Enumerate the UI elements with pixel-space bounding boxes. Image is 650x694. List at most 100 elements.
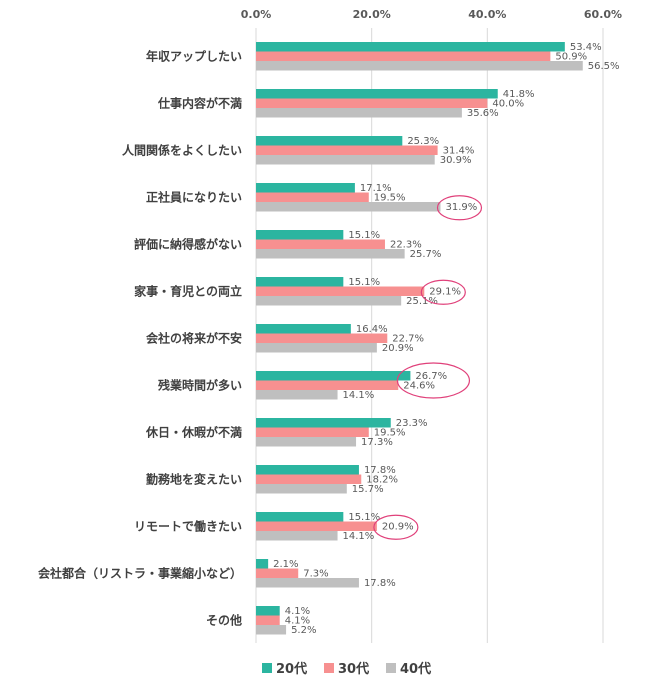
bar bbox=[256, 136, 403, 146]
bar bbox=[256, 625, 287, 635]
category-label: 勤務地を変えたい bbox=[146, 471, 242, 486]
legend-swatch bbox=[386, 663, 396, 673]
data-label: 16.4% bbox=[356, 324, 388, 335]
bar bbox=[256, 286, 425, 296]
bar bbox=[256, 437, 357, 447]
bar bbox=[256, 474, 362, 484]
data-label: 29.1% bbox=[429, 287, 461, 298]
bar bbox=[256, 230, 344, 240]
category-label: 年収アップしたい bbox=[146, 48, 242, 63]
bar bbox=[256, 615, 280, 625]
data-label: 26.7% bbox=[415, 371, 447, 382]
data-label: 19.5% bbox=[374, 428, 406, 439]
bar bbox=[256, 183, 355, 193]
x-tick-label: 40.0% bbox=[468, 8, 506, 21]
data-label: 31.9% bbox=[445, 202, 477, 213]
bar bbox=[256, 559, 269, 569]
data-label: 17.3% bbox=[361, 437, 393, 448]
x-tick-label: 20.0% bbox=[353, 8, 391, 21]
bar bbox=[256, 521, 377, 531]
highlight-ellipse bbox=[396, 362, 471, 399]
x-tick-label: 60.0% bbox=[584, 8, 622, 21]
category-label: 人間関係をよくしたい bbox=[122, 142, 242, 157]
bar bbox=[256, 343, 377, 353]
bar bbox=[256, 324, 351, 334]
data-label: 15.1% bbox=[348, 512, 380, 523]
data-label: 17.1% bbox=[360, 183, 392, 194]
bar bbox=[256, 145, 438, 155]
data-label: 14.1% bbox=[343, 531, 375, 542]
category-label: その他 bbox=[206, 612, 242, 627]
data-label: 2.1% bbox=[273, 559, 298, 570]
category-label: 会社都合（リストラ・事業縮小など） bbox=[38, 565, 242, 580]
category-label: 残業時間が多い bbox=[158, 377, 242, 392]
bar bbox=[256, 371, 411, 381]
data-label: 15.7% bbox=[352, 484, 384, 495]
data-label: 50.9% bbox=[555, 52, 587, 63]
category-label: 会社の将来が不安 bbox=[146, 330, 242, 345]
bar bbox=[256, 418, 391, 428]
highlight-ellipse bbox=[436, 195, 483, 221]
bar bbox=[256, 296, 402, 306]
bar bbox=[256, 568, 299, 578]
bar bbox=[256, 531, 338, 541]
bar bbox=[256, 380, 399, 390]
data-label: 25.7% bbox=[410, 249, 442, 260]
data-label: 17.8% bbox=[364, 578, 396, 589]
data-label: 40.0% bbox=[492, 99, 524, 110]
category-label: 休日・休暇が不満 bbox=[145, 424, 242, 439]
data-label: 15.1% bbox=[348, 277, 380, 288]
category-label: 家事・育児との両立 bbox=[134, 283, 242, 298]
data-label: 22.3% bbox=[390, 240, 422, 251]
data-label: 56.5% bbox=[588, 61, 620, 72]
bar bbox=[256, 484, 347, 494]
bar bbox=[256, 51, 551, 61]
bar bbox=[256, 42, 565, 52]
bar bbox=[256, 578, 359, 588]
bar bbox=[256, 277, 344, 287]
data-label: 22.7% bbox=[392, 334, 424, 345]
data-label: 19.5% bbox=[374, 193, 406, 204]
data-label: 41.8% bbox=[503, 89, 535, 100]
data-label: 35.6% bbox=[467, 108, 499, 119]
data-label: 31.4% bbox=[443, 146, 475, 157]
highlight-ellipse bbox=[420, 279, 466, 305]
bar bbox=[256, 427, 369, 437]
bar bbox=[256, 89, 498, 99]
legend-swatch bbox=[324, 663, 334, 673]
data-label: 25.1% bbox=[406, 296, 438, 307]
data-label: 17.8% bbox=[364, 465, 396, 476]
bar bbox=[256, 333, 388, 343]
data-label: 23.3% bbox=[396, 418, 428, 429]
bar bbox=[256, 606, 280, 616]
legend-swatch bbox=[262, 663, 272, 673]
data-label: 25.3% bbox=[407, 136, 439, 147]
legend-label: 30代 bbox=[338, 661, 369, 677]
data-label: 30.9% bbox=[440, 155, 472, 166]
bar bbox=[256, 192, 369, 202]
legend-label: 40代 bbox=[400, 661, 431, 677]
data-label: 15.1% bbox=[348, 230, 380, 241]
bar bbox=[256, 98, 488, 108]
bar bbox=[256, 155, 435, 165]
legend-label: 20代 bbox=[276, 661, 307, 677]
data-label: 20.9% bbox=[382, 522, 414, 533]
category-label: 評価に納得感がない bbox=[134, 236, 242, 251]
data-label: 5.2% bbox=[291, 625, 316, 636]
x-tick-label: 0.0% bbox=[241, 8, 272, 21]
bar bbox=[256, 202, 441, 212]
data-label: 4.1% bbox=[285, 616, 310, 627]
data-label: 53.4% bbox=[570, 42, 602, 53]
data-label: 20.9% bbox=[382, 343, 414, 354]
data-label: 7.3% bbox=[303, 569, 328, 580]
data-label: 14.1% bbox=[343, 390, 375, 401]
data-label: 18.2% bbox=[366, 475, 398, 486]
bar bbox=[256, 465, 359, 475]
category-label: 仕事内容が不満 bbox=[157, 95, 242, 110]
category-label: 正社員になりたい bbox=[146, 189, 242, 204]
bar bbox=[256, 108, 462, 118]
bar bbox=[256, 512, 344, 522]
data-label: 4.1% bbox=[285, 606, 310, 617]
